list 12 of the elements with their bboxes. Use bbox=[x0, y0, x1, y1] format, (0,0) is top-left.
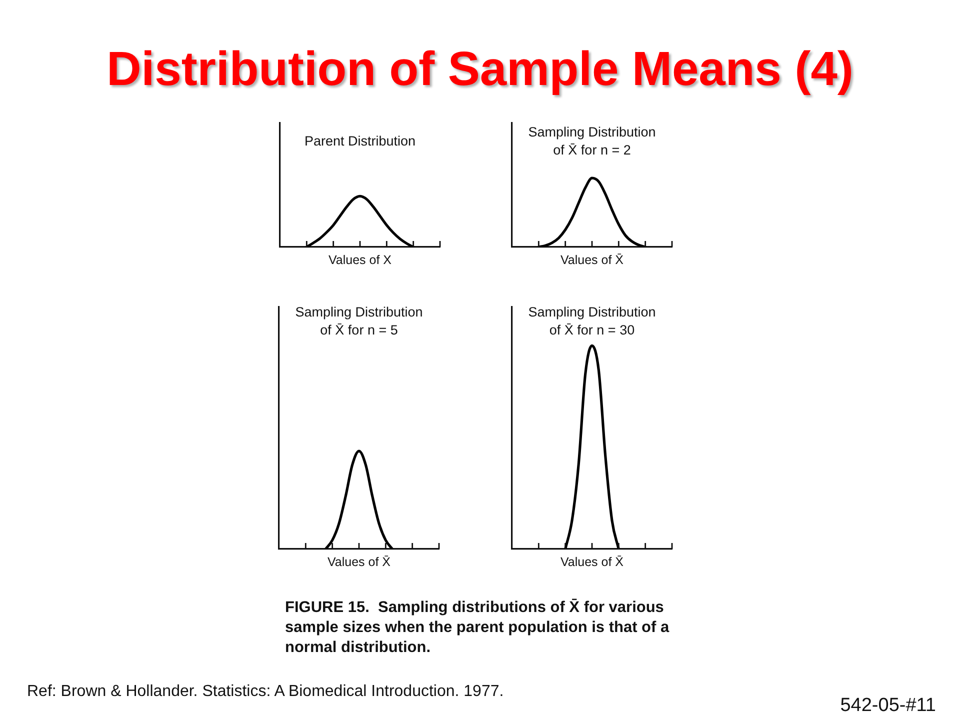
chart-title: Sampling Distribution of X̄ for n = 30 bbox=[528, 304, 656, 338]
chart-title: Parent Distribution bbox=[304, 134, 416, 149]
x-axis-title: Values of X̄ bbox=[560, 554, 624, 569]
x-axis-title: Values of X bbox=[328, 252, 392, 267]
chart-title: Sampling Distribution of X̄ for n = 5 bbox=[295, 304, 423, 338]
x-axis-title: Values of X̄ bbox=[327, 554, 392, 569]
x-axis-title: Values of X̄ bbox=[560, 252, 624, 267]
text: Ref: Brown & Hollander. Statistics: A Biomedical Introduction. 1977. bbox=[27, 682, 505, 702]
text: Distribution of Sample Means (4) bbox=[106, 43, 854, 96]
caption: FIGURE 15. Sampling distributions of X̄ for various sample sizes when the parent population is that of a normal distribution. bbox=[285, 598, 670, 658]
chart-title: Sampling Distribution of X̄ for n = 2 bbox=[528, 124, 656, 158]
text: 542-05-#11 bbox=[839, 694, 936, 717]
